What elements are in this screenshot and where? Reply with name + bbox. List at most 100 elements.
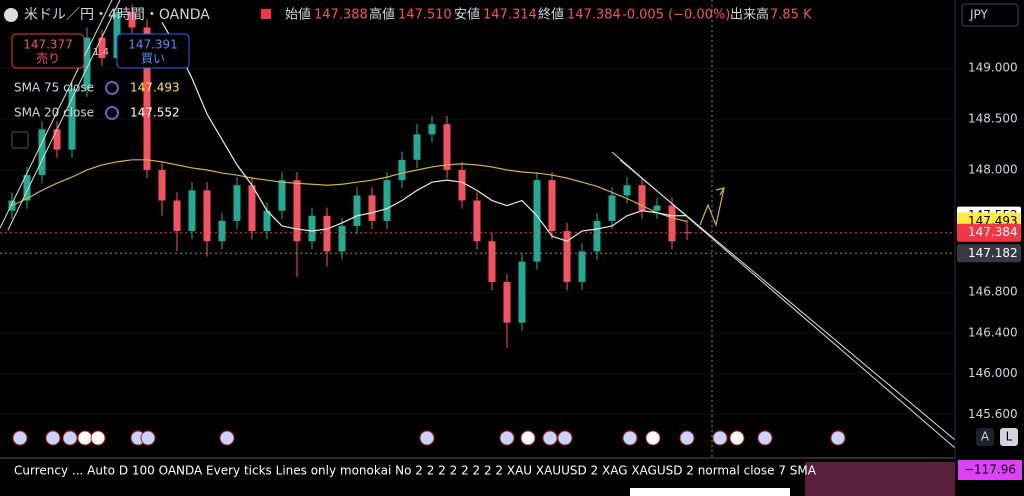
candle-body [218, 220, 226, 242]
candle-body [608, 195, 616, 221]
event-flag[interactable] [830, 430, 846, 446]
candle-body [23, 175, 31, 201]
event-flag[interactable] [645, 430, 661, 446]
candle-body [188, 190, 196, 232]
trendlines [0, 0, 956, 449]
candle-body [383, 180, 391, 221]
auto-label: A [981, 430, 990, 444]
buy-label: 買い [141, 52, 165, 66]
candle-body [323, 215, 331, 252]
event-flag[interactable] [542, 430, 558, 446]
event-flag[interactable] [729, 430, 745, 446]
marker-icon [261, 9, 271, 19]
candle-body [173, 200, 181, 232]
candle-body [638, 185, 646, 211]
y-tick-label: 146.800 [968, 285, 1018, 299]
candle-body [143, 27, 151, 170]
close-value: 147.384 [567, 8, 621, 23]
candle-body [113, 12, 121, 59]
event-flag[interactable] [219, 430, 235, 446]
candle-body [398, 159, 406, 181]
event-flag[interactable] [712, 430, 728, 446]
candle-body [53, 129, 61, 150]
low-label: 安値 [454, 7, 480, 23]
symbol-icon [4, 8, 18, 22]
event-flag[interactable] [557, 430, 573, 446]
auto-button[interactable] [976, 428, 994, 446]
candle-body [533, 180, 541, 262]
candle-body [443, 124, 451, 170]
candle-body [458, 169, 466, 201]
event-flag[interactable] [622, 430, 638, 446]
candle-body [338, 225, 346, 252]
event-flags [12, 430, 846, 446]
candle-body [263, 210, 271, 232]
candle-body [548, 180, 556, 232]
high-value: 147.510 [398, 8, 452, 23]
event-flag[interactable] [757, 430, 773, 446]
open-value: 147.388 [314, 8, 368, 23]
candle-body [128, 12, 136, 28]
collapse-button[interactable] [11, 131, 29, 149]
event-flag[interactable] [679, 430, 695, 446]
buy-price: 147.391 [128, 38, 178, 52]
candle-body [368, 195, 376, 221]
candle-body [563, 231, 571, 282]
sma75-value: 147.493 [130, 81, 180, 95]
y-tick-label: 149.000 [968, 61, 1018, 75]
candle-body [38, 129, 46, 176]
event-flag[interactable] [12, 430, 28, 446]
candle-body [473, 200, 481, 242]
sma75-icon [105, 81, 119, 95]
projection-arrow [699, 187, 726, 228]
ticker-value-box [958, 460, 1022, 480]
price-marker-label: 147.182 [968, 246, 1018, 260]
candle-body [653, 205, 661, 211]
candle-body [293, 180, 301, 242]
candle-body [578, 251, 586, 282]
candle-body [278, 180, 286, 211]
y-tick-label: 148.500 [968, 112, 1018, 126]
currency-label: JPY [969, 8, 989, 22]
event-flag[interactable] [140, 430, 156, 446]
candle-body [233, 185, 241, 221]
plot-area [0, 4, 955, 415]
buy-button[interactable] [116, 33, 190, 69]
trendline [7, 0, 121, 231]
price-axis: 149.000 148.500 148.000 146.800 146.400 146.0… [957, 61, 1021, 421]
log-button[interactable] [1000, 428, 1018, 446]
currency-button[interactable] [961, 3, 1019, 27]
sma20-value: 147.552 [130, 106, 180, 120]
candle-body [353, 195, 361, 226]
price-marker [957, 244, 1021, 263]
ticker-panel [805, 462, 955, 496]
candle-body [503, 281, 511, 323]
y-tick-label: 146.400 [968, 325, 1018, 339]
sma20-icon [105, 106, 119, 120]
y-tick-label: 146.000 [968, 366, 1018, 380]
event-flag[interactable] [499, 430, 515, 446]
sell-price: 147.377 [23, 38, 73, 52]
candle-body [623, 185, 631, 196]
ticker-panel [630, 488, 790, 496]
spread: 1.4 [93, 47, 109, 58]
event-flag[interactable] [77, 430, 93, 446]
candle-body [428, 124, 436, 135]
sma-line [11, 159, 688, 223]
event-flag[interactable] [90, 430, 106, 446]
event-flag[interactable] [45, 430, 61, 446]
price-marker [957, 223, 1021, 242]
event-flag[interactable] [520, 430, 536, 446]
sell-button[interactable] [11, 33, 85, 69]
high-label: 高値 [369, 7, 395, 23]
event-flag[interactable] [62, 430, 78, 446]
sell-label: 売り [36, 51, 60, 66]
candle-body [518, 261, 526, 323]
event-flag[interactable] [419, 430, 435, 446]
candle-body [413, 134, 421, 160]
trendline [619, 159, 956, 441]
candle-body [668, 205, 676, 242]
